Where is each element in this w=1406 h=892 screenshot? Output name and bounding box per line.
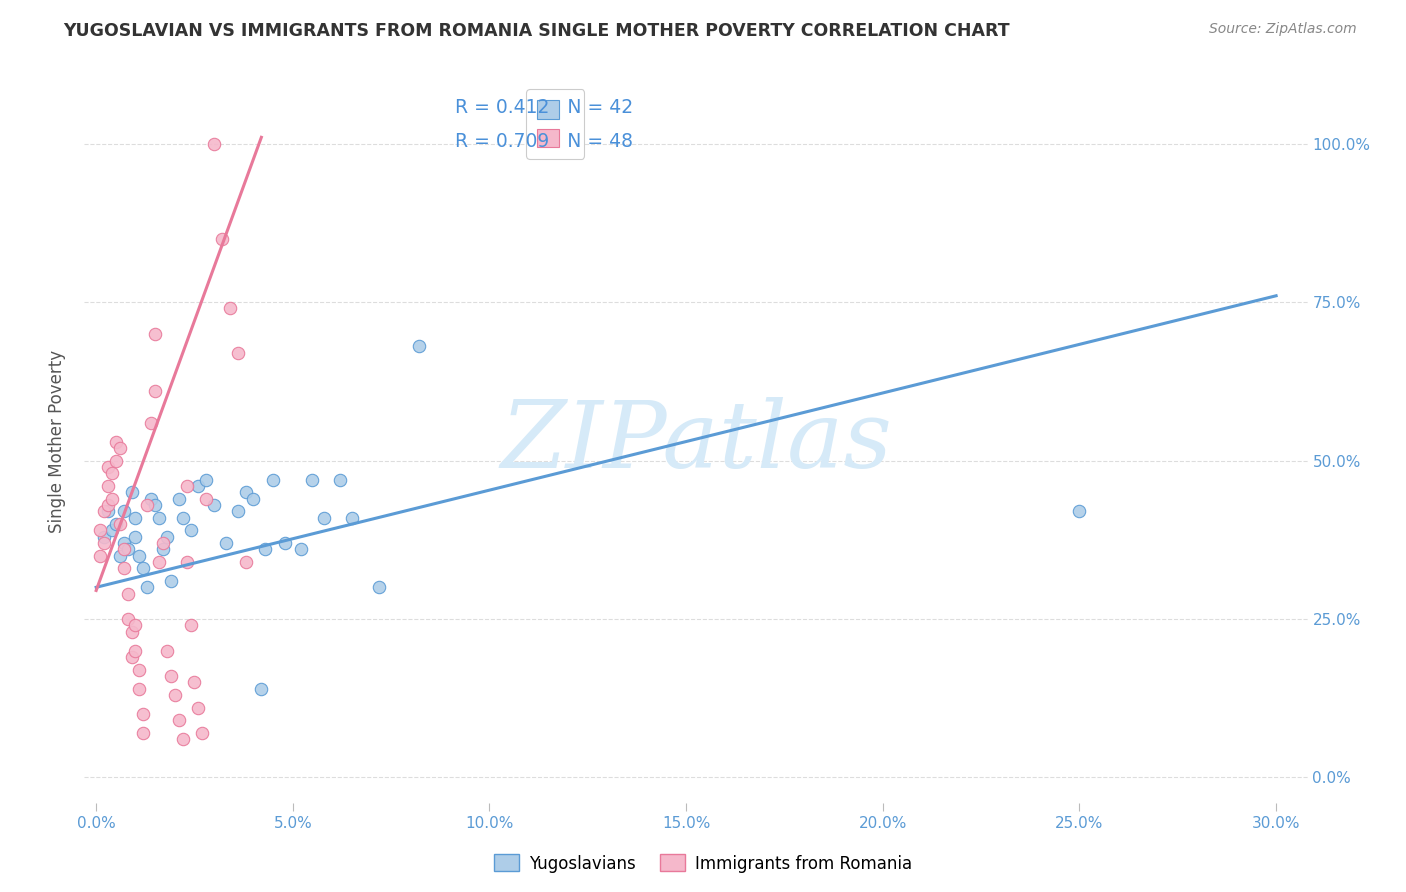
Point xyxy=(172,510,194,524)
Point xyxy=(112,561,135,575)
Point xyxy=(143,384,166,398)
Point xyxy=(132,561,155,575)
Point xyxy=(211,232,233,246)
Point xyxy=(152,536,174,550)
Legend: Yugoslavians, Immigrants from Romania: Yugoslavians, Immigrants from Romania xyxy=(486,847,920,880)
Point xyxy=(202,498,225,512)
Point xyxy=(215,536,238,550)
Point xyxy=(117,612,139,626)
Point xyxy=(101,467,124,481)
Point xyxy=(242,491,264,506)
Text: YUGOSLAVIAN VS IMMIGRANTS FROM ROMANIA SINGLE MOTHER POVERTY CORRELATION CHART: YUGOSLAVIAN VS IMMIGRANTS FROM ROMANIA S… xyxy=(63,22,1010,40)
Point xyxy=(124,530,146,544)
Point xyxy=(128,549,150,563)
Point xyxy=(112,536,135,550)
Legend: , : , xyxy=(526,89,583,159)
Point xyxy=(226,346,249,360)
Point xyxy=(226,504,249,518)
Point xyxy=(101,491,124,506)
Point xyxy=(97,504,120,518)
Point xyxy=(108,516,131,531)
Text: Source: ZipAtlas.com: Source: ZipAtlas.com xyxy=(1209,22,1357,37)
Point xyxy=(128,663,150,677)
Point xyxy=(262,473,284,487)
Point xyxy=(108,549,131,563)
Point xyxy=(141,416,163,430)
Point xyxy=(235,485,257,500)
Point xyxy=(93,504,115,518)
Text: ZIPatlas: ZIPatlas xyxy=(501,397,891,486)
Point xyxy=(180,523,202,537)
Point xyxy=(128,681,150,696)
Point xyxy=(97,498,120,512)
Point xyxy=(254,542,277,557)
Point xyxy=(121,485,143,500)
Point xyxy=(132,707,155,722)
Point xyxy=(160,669,183,683)
Point xyxy=(195,473,218,487)
Point xyxy=(89,549,111,563)
Point xyxy=(1069,504,1091,518)
Point xyxy=(329,473,352,487)
Point xyxy=(167,491,190,506)
Point xyxy=(112,542,135,557)
Point xyxy=(89,523,111,537)
Point xyxy=(124,510,146,524)
Point xyxy=(187,479,209,493)
Point xyxy=(408,339,430,353)
Point xyxy=(93,536,115,550)
Point xyxy=(290,542,312,557)
Point xyxy=(368,580,391,594)
Point xyxy=(176,555,198,569)
Point xyxy=(274,536,297,550)
Point xyxy=(163,688,186,702)
Point xyxy=(180,618,202,632)
Point xyxy=(314,510,336,524)
Point xyxy=(195,491,218,506)
Point xyxy=(156,643,179,657)
Point xyxy=(143,498,166,512)
Text: R = 0.709   N = 48: R = 0.709 N = 48 xyxy=(456,132,633,151)
Point xyxy=(172,732,194,747)
Point xyxy=(340,510,363,524)
Point xyxy=(156,530,179,544)
Point xyxy=(235,555,257,569)
Point xyxy=(112,504,135,518)
Point xyxy=(124,643,146,657)
Text: R = 0.412   N = 42: R = 0.412 N = 42 xyxy=(456,98,633,117)
Point xyxy=(121,624,143,639)
Point xyxy=(132,726,155,740)
Point xyxy=(148,555,170,569)
Point xyxy=(167,714,190,728)
Point xyxy=(97,459,120,474)
Point xyxy=(97,479,120,493)
Point xyxy=(141,491,163,506)
Point xyxy=(136,498,159,512)
Point xyxy=(117,587,139,601)
Point xyxy=(117,542,139,557)
Point xyxy=(136,580,159,594)
Point xyxy=(219,301,242,316)
Point xyxy=(104,453,127,467)
Point xyxy=(124,618,146,632)
Point xyxy=(108,441,131,455)
Point xyxy=(202,136,225,151)
Point xyxy=(187,700,209,714)
Point xyxy=(250,681,273,696)
Point xyxy=(143,326,166,341)
Point xyxy=(104,434,127,449)
Point xyxy=(93,530,115,544)
Point xyxy=(101,523,124,537)
Point xyxy=(191,726,214,740)
Point xyxy=(301,473,323,487)
Point xyxy=(152,542,174,557)
Point xyxy=(176,479,198,493)
Point xyxy=(148,510,170,524)
Point xyxy=(104,516,127,531)
Y-axis label: Single Mother Poverty: Single Mother Poverty xyxy=(48,350,66,533)
Point xyxy=(160,574,183,588)
Point xyxy=(183,675,205,690)
Point xyxy=(121,650,143,665)
